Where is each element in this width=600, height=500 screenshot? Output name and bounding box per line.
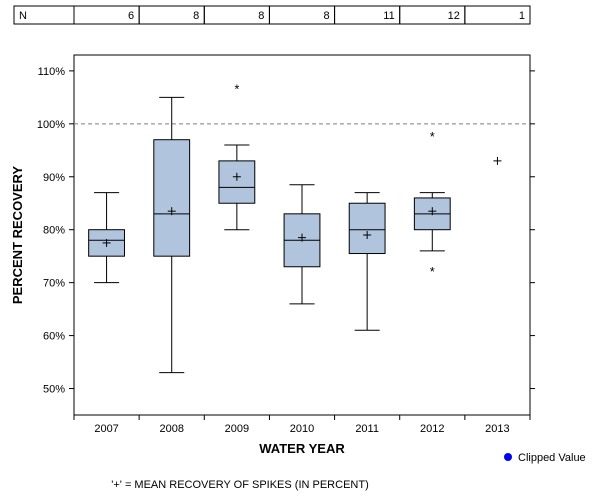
x-tick-label: 2009 — [225, 423, 249, 435]
n-value: 8 — [193, 10, 199, 22]
y-tick-label: 60% — [43, 331, 65, 343]
outlier-marker: * — [234, 81, 239, 96]
x-tick-label: 2007 — [94, 423, 118, 435]
legend-marker — [504, 453, 512, 461]
y-tick-label: 110% — [38, 66, 66, 78]
n-value: 6 — [128, 10, 134, 22]
footnote: '+' = MEAN RECOVERY OF SPIKES (IN PERCEN… — [111, 479, 368, 491]
outlier-marker: * — [430, 264, 435, 279]
x-tick-label: 2008 — [159, 423, 183, 435]
y-tick-label: 80% — [43, 225, 65, 237]
y-tick-label: 100% — [37, 119, 65, 131]
y-tick-label: 90% — [43, 172, 65, 184]
y-tick-label: 70% — [43, 278, 65, 290]
y-axis-label: PERCENT RECOVERY — [10, 166, 25, 305]
box — [349, 203, 385, 253]
box — [154, 140, 190, 256]
n-value: 1 — [519, 10, 525, 22]
n-value: 12 — [448, 10, 460, 22]
x-axis-label: WATER YEAR — [259, 441, 345, 456]
x-tick-label: 2013 — [485, 423, 509, 435]
n-value: 11 — [383, 10, 394, 22]
n-header-label: N — [19, 10, 27, 22]
x-tick-label: 2012 — [420, 423, 444, 435]
legend-label: Clipped Value — [518, 452, 586, 464]
n-value: 8 — [323, 10, 329, 22]
x-tick-label: 2011 — [355, 423, 379, 435]
box — [219, 161, 255, 203]
x-tick-label: 2010 — [290, 423, 314, 435]
outlier-marker: * — [430, 129, 435, 144]
y-tick-label: 50% — [43, 384, 65, 396]
n-value: 8 — [258, 10, 264, 22]
